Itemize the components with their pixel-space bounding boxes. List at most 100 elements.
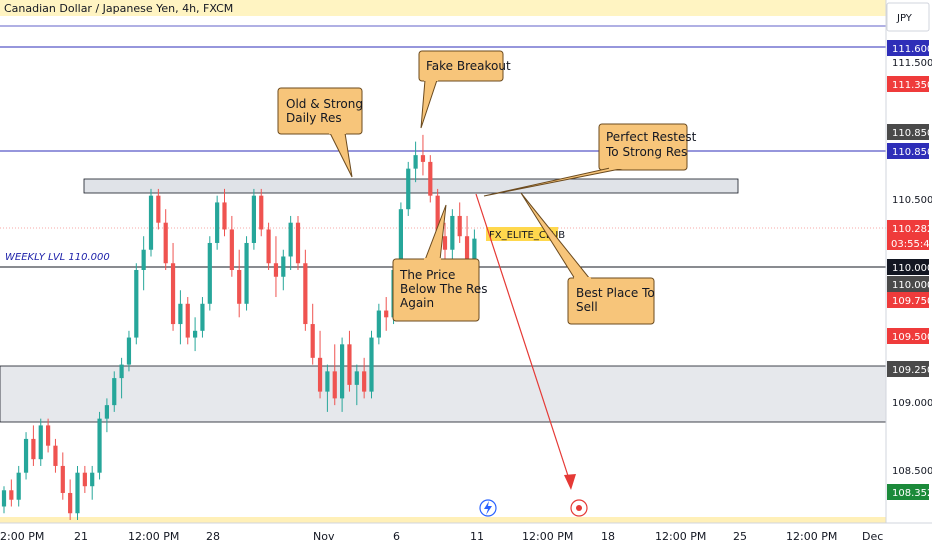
candle-body [450, 215, 455, 250]
candle-body [222, 202, 227, 230]
candle-body [163, 222, 168, 264]
candle-body [347, 344, 352, 385]
y-tick-110-500: 110.500 [892, 195, 932, 206]
candle-body [273, 263, 279, 277]
candle-body [384, 310, 389, 318]
candle-body [148, 195, 154, 250]
timer-label: 03:55:40 [891, 239, 932, 250]
price-badge [887, 259, 929, 275]
candle-body [369, 337, 374, 392]
candle-body [1, 490, 7, 507]
candle-body [340, 344, 345, 399]
projection-arrow-line [475, 193, 572, 486]
candle-body [178, 303, 183, 325]
candle-body [112, 378, 117, 406]
flash-marker-icon[interactable] [479, 499, 497, 517]
candle-body [288, 222, 293, 257]
y-tick-109-000: 109.000 [892, 398, 932, 409]
candle-body [141, 249, 146, 270]
candle-body [376, 310, 381, 338]
candle-body [428, 161, 433, 196]
price-badge-label: 111.350 [892, 80, 932, 91]
candle-body [119, 364, 124, 379]
candle-body [310, 324, 315, 358]
price-badge [887, 40, 929, 56]
price-badges: 111.600 111.350 110.850 110.850 110.282 03:55… [887, 40, 932, 500]
currency-box[interactable] [886, 2, 930, 32]
price-badge-label: 110.000 [892, 263, 932, 274]
x-tick-5: 6 [393, 530, 400, 543]
price-badge [887, 124, 929, 140]
candle-body [207, 242, 212, 304]
y-ticks: 111.500 110.500 109.000 108.500 [892, 58, 932, 477]
candle-body [464, 236, 470, 264]
callout-fake-breakout: Fake Breakout [418, 50, 511, 129]
x-tick-9: 18 [601, 530, 615, 543]
price-badge [887, 328, 929, 344]
candle-body [244, 242, 249, 304]
candle-body [354, 371, 359, 385]
candle-body [185, 303, 190, 338]
price-badge [887, 484, 929, 500]
resistance-zone [83, 178, 739, 194]
price-badge-label: 110.282 [892, 224, 932, 235]
price-badge-label: 110.850 [892, 147, 932, 158]
watermark-bg [486, 227, 558, 241]
candle-body [90, 472, 95, 487]
price-badge [887, 361, 929, 377]
candle-body [303, 263, 308, 325]
price-badge-label: 110.850 [892, 128, 932, 139]
candle-body [215, 202, 220, 243]
x-tick-4: Nov [313, 530, 335, 543]
x-ticks: 2:00 PM 21 12:00 PM 28 Nov 6 11 12:00 PM… [0, 530, 883, 543]
candle-body [435, 195, 440, 237]
candle-body [38, 425, 43, 460]
timer-badge [887, 236, 929, 250]
x-tick-2: 12:00 PM [128, 530, 179, 543]
fake-breakout-text: Fake Breakout [426, 59, 511, 73]
candle-body [332, 371, 337, 399]
candle-body [442, 236, 448, 250]
price-below-line1: The Price [399, 268, 455, 282]
best-place-line2: Sell [576, 300, 598, 314]
price-badge-label: 110.000 [892, 280, 932, 291]
candle-body [170, 263, 176, 325]
candles-group [1, 134, 477, 520]
currency-label: JPY [896, 13, 913, 24]
perfect-retest-line2: To Strong Res [605, 145, 687, 159]
price-below-line3: Again [400, 296, 434, 310]
x-tick-12: 12:00 PM [786, 530, 837, 543]
top-highlight-band [0, 0, 886, 16]
candle-body [457, 215, 462, 237]
x-tick-10: 12:00 PM [655, 530, 706, 543]
candle-body [75, 472, 80, 514]
x-tick-7: 11 [470, 530, 484, 543]
callout-old-strong: Old & Strong Daily Res [277, 87, 363, 178]
bottom-highlight-band [0, 517, 886, 523]
candle-body [60, 465, 65, 493]
candle-body [406, 168, 411, 210]
callout-price-below: The Price Below The Res Again [392, 204, 488, 322]
perfect-retest-line1: Perfect Restest [606, 130, 697, 144]
candle-body [413, 155, 418, 169]
price-badge-label: 109.500 [892, 332, 932, 343]
candle-body [156, 195, 161, 223]
y-tick-111-500: 111.500 [892, 58, 932, 69]
candle-body [325, 371, 330, 392]
candle-body [16, 472, 21, 500]
price-badge [887, 143, 929, 159]
x-tick-11: 25 [733, 530, 747, 543]
x-tick-13: Dec [862, 530, 883, 543]
candle-body [134, 270, 139, 338]
candle-body [68, 492, 73, 514]
x-tick-3: 28 [206, 530, 220, 543]
event-marker-icon[interactable] [570, 499, 588, 517]
candle-body [472, 238, 477, 264]
candle-body [200, 303, 205, 331]
price-badge-label: 108.352 [892, 488, 932, 499]
candle-body [362, 371, 367, 392]
old-strong-line2: Daily Res [286, 111, 342, 125]
candle-body [398, 209, 403, 270]
projection-arrowhead [564, 474, 576, 490]
